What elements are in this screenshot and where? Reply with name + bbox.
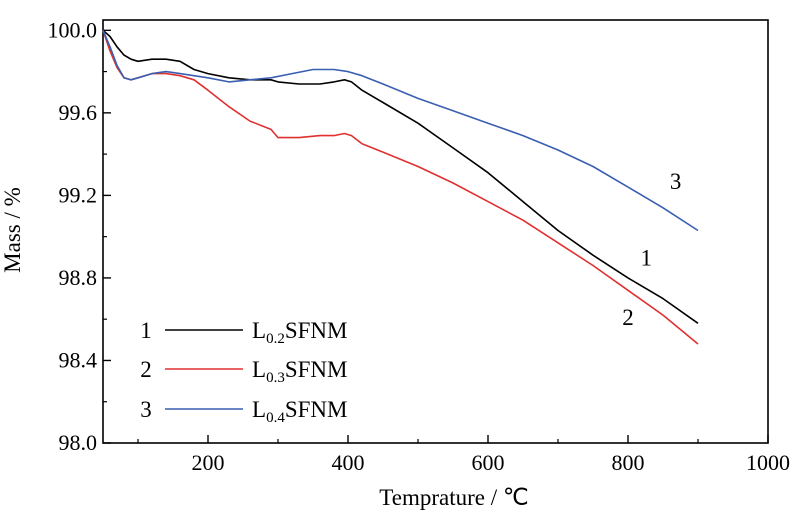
y-tick-label: 99.6: [59, 100, 98, 125]
x-tick-label: 600: [472, 450, 505, 475]
legend-label-main: L: [252, 397, 266, 422]
legend-label-subscript: 0.3: [266, 370, 285, 386]
curve-label-3: 3: [670, 169, 682, 194]
y-tick-label: 99.2: [59, 182, 98, 207]
y-tick-label: 98.0: [59, 430, 98, 455]
series-line-3: [102, 29, 699, 232]
x-tick-label: 800: [612, 450, 645, 475]
y-tick-label: 98.4: [59, 347, 98, 372]
legend-number: 3: [140, 397, 152, 422]
legend-label: L0.2SFNM: [252, 318, 347, 347]
x-tick-label: 200: [192, 450, 225, 475]
plot-frame: [102, 19, 769, 444]
legend-label-main: L: [252, 357, 266, 382]
legend-label-subscript: 0.2: [266, 331, 285, 347]
legend-label: L0.3SFNM: [252, 357, 347, 386]
y-tick-label: 98.8: [59, 265, 98, 290]
x-axis-label: Temprature / ℃: [379, 485, 528, 510]
legend-label-rest: SFNM: [285, 357, 348, 382]
x-tick-label: 400: [332, 450, 365, 475]
curve-annotations: 3 1 2: [622, 169, 681, 330]
x-axis-ticks: 200 400 600 800 1000: [137, 435, 790, 475]
series-line-2: [102, 30, 699, 345]
legend-label-rest: SFNM: [285, 397, 348, 422]
legend-number: 2: [140, 357, 152, 382]
series-lines: [102, 29, 699, 345]
legend-label: L0.4SFNM: [252, 397, 347, 426]
y-axis-label: Mass / %: [0, 187, 25, 273]
legend-label-subscript: 0.4: [266, 410, 285, 426]
legend-label-rest: SFNM: [285, 318, 348, 343]
y-tick-label: 100.0: [48, 17, 98, 42]
plot-border: [102, 19, 769, 444]
y-axis-ticks: 98.0 98.4 98.8 99.2 99.6 100.0: [48, 17, 111, 455]
x-tick-label: 1000: [746, 450, 790, 475]
legend-label-main: L: [252, 318, 266, 343]
series-line-1: [102, 29, 699, 324]
curve-label-1: 1: [640, 245, 652, 270]
curve-label-2: 2: [622, 305, 634, 330]
legend-number: 1: [140, 318, 152, 343]
